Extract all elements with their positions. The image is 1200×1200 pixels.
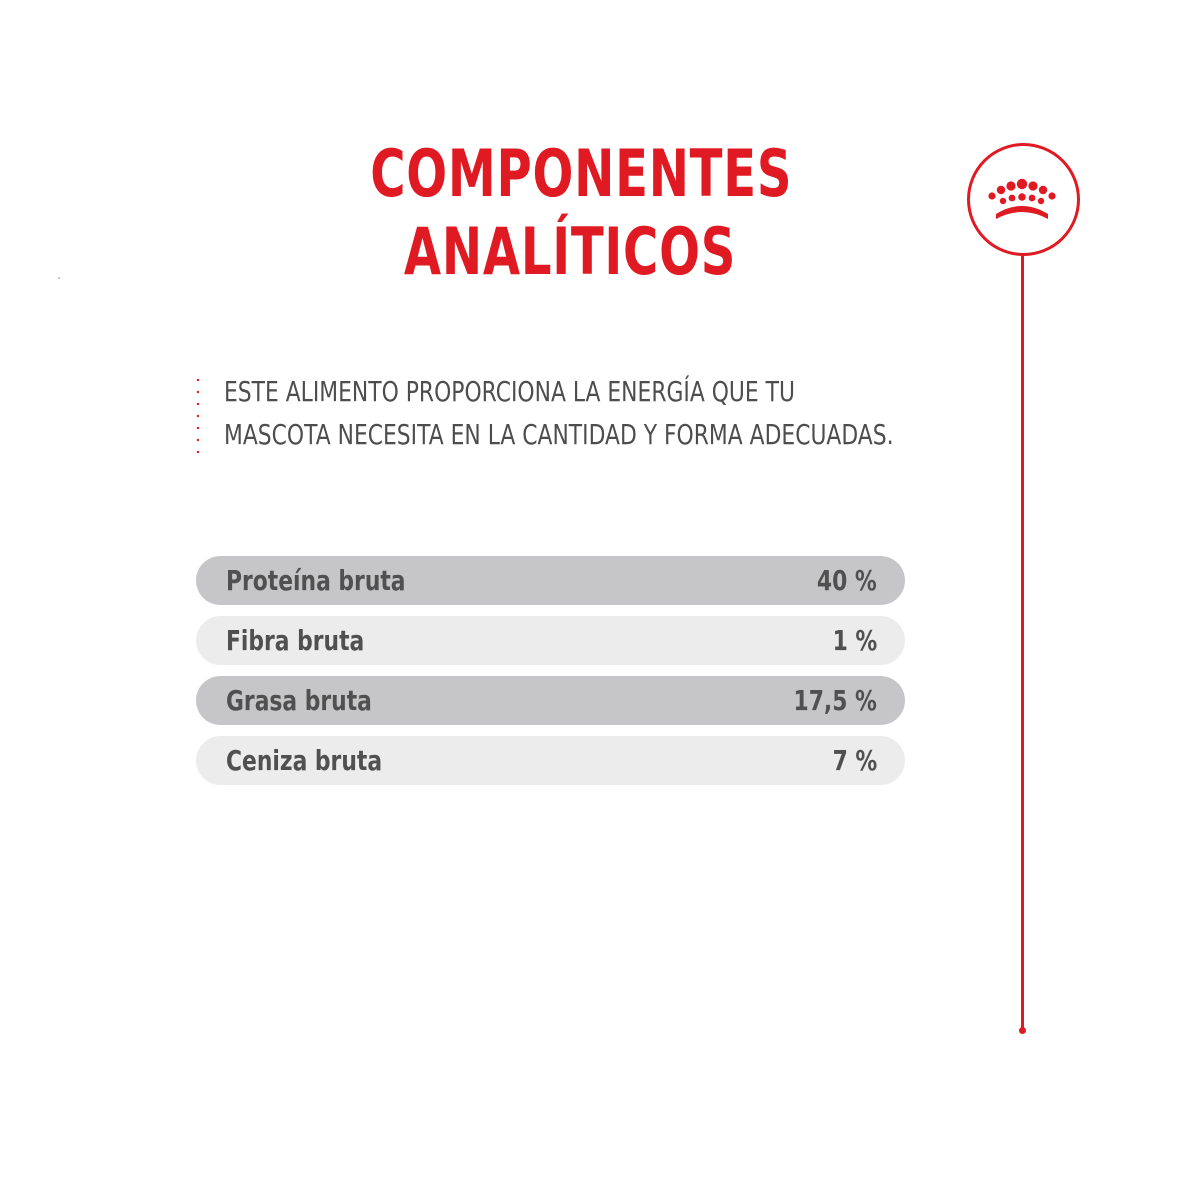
table-row: Fibra bruta 1 %	[196, 616, 905, 665]
table-row: Proteína bruta 40 %	[196, 556, 905, 605]
table-row: Ceniza bruta 7 %	[196, 736, 905, 785]
component-value: 40 %	[817, 564, 877, 597]
dotted-accent-line	[196, 374, 200, 458]
brand-line-end-dot	[1019, 1027, 1026, 1034]
title-line-1: COMPONENTES	[370, 137, 793, 212]
decorative-dot	[58, 277, 60, 279]
component-value: 1 %	[832, 624, 877, 657]
component-label: Ceniza bruta	[226, 744, 383, 777]
title-line-2: ANALÍTICOS	[403, 215, 737, 290]
brand-emblem-circle	[967, 143, 1080, 256]
crown-icon	[988, 178, 1056, 219]
intro-block: ESTE ALIMENTO PROPORCIONA LA ENERGÍA QUE…	[196, 370, 956, 460]
component-label: Grasa bruta	[226, 684, 372, 717]
table-row: Grasa bruta 17,5 %	[196, 676, 905, 725]
component-value: 7 %	[832, 744, 877, 777]
analytical-components-table: Proteína bruta 40 % Fibra bruta 1 % Gras…	[196, 556, 905, 796]
intro-line-2: MASCOTA NECESITA EN LA CANTIDAD Y FORMA …	[224, 418, 894, 451]
page-title: COMPONENTES ANALÍTICOS	[370, 136, 793, 292]
intro-text: ESTE ALIMENTO PROPORCIONA LA ENERGÍA QUE…	[224, 370, 926, 456]
intro-line-1: ESTE ALIMENTO PROPORCIONA LA ENERGÍA QUE…	[224, 375, 795, 408]
component-label: Proteína bruta	[226, 564, 406, 597]
component-label: Fibra bruta	[226, 624, 365, 657]
brand-vertical-line	[1021, 253, 1024, 1031]
component-value: 17,5 %	[793, 684, 877, 717]
